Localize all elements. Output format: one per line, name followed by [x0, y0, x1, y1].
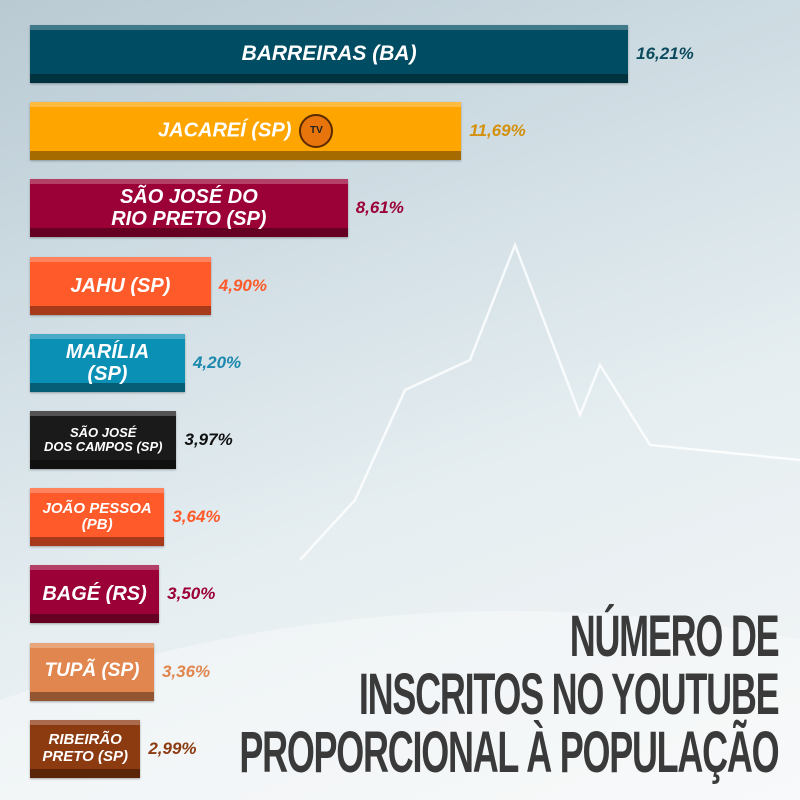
title-line: PROPORCIONAL À POPULAÇÃO [239, 720, 779, 785]
value-label: 3,36% [161, 661, 211, 681]
bar-label-line: TUPÃ (SP) [44, 660, 140, 682]
bar-label-line: MARÍLIA [65, 340, 150, 363]
title-line: INSCRITOS NO YOUTUBE [358, 662, 780, 727]
bar: JACAREÍ (SP) TV [30, 102, 462, 161]
bar: JAHU (SP) [30, 256, 211, 315]
bar-label-line: RIO PRETO (SP) [111, 208, 267, 231]
bar: BARREIRAS (BA) [30, 25, 629, 83]
bar: SÃO JOSÉ DO RIO PRETO (SP) [30, 179, 348, 238]
bar-label-line: JOÃO PESSOA [42, 499, 152, 517]
bar-label-line: RIBEIRÃO [48, 731, 122, 749]
bar: SÃO JOSÉ DOS CAMPOS (SP) [30, 411, 177, 469]
bar-label-line: (PB) [81, 516, 113, 534]
tv-camara-logo-icon: TV [299, 114, 334, 149]
bar: MARÍLIA (SP) [30, 333, 185, 392]
bar-label-line: BAGÉ (RS) [42, 583, 147, 606]
value-label: 3,50% [167, 584, 216, 604]
bar: BAGÉ (RS) [30, 565, 160, 624]
value-label: 4,90% [218, 275, 267, 295]
bar-label: SÃO JOSÉ DOS CAMPOS (SP) [44, 424, 163, 455]
bar-label: JOÃO PESSOA (PB) [42, 499, 152, 534]
bar: TUPÃ (SP) [30, 642, 154, 701]
bar-label: TUPÃ (SP) [44, 660, 140, 682]
value-label: 11,69% [469, 121, 526, 141]
value-label: 3,64% [172, 507, 221, 527]
bar-label-line: SÃO JOSÉ DO [119, 186, 258, 209]
bar-label-line: (SP) [87, 362, 128, 385]
bar-label-line: JACAREÍ (SP) TV [158, 114, 334, 149]
bar-label: RIBEIRÃO PRETO (SP) [42, 732, 128, 765]
value-label: 16,21% [636, 44, 694, 63]
bar-label: JACAREÍ (SP) TV [158, 114, 334, 149]
chart-title: NÚMERO DE INSCRITOS NO YOUTUBE PROPORCIO… [239, 604, 780, 785]
bar-label: BAGÉ (RS) [42, 583, 146, 605]
bar-label-line: PRETO (SP) [42, 747, 128, 765]
value-label: 4,20% [192, 352, 242, 372]
bar-label-line: BARREIRAS (BA) [241, 42, 417, 66]
value-label: 2,99% [148, 738, 197, 758]
value-label: 8,61% [355, 198, 404, 218]
bar-label: BARREIRAS (BA) [242, 42, 417, 65]
bar-label: JAHU (SP) [70, 275, 170, 297]
value-label: 3,97% [184, 430, 233, 449]
bar-label-line: JAHU (SP) [70, 274, 171, 297]
bar: RIBEIRÃO PRETO (SP) [30, 719, 141, 778]
bar-label: SÃO JOSÉ DO RIO PRETO (SP) [111, 186, 266, 230]
title-line: NÚMERO DE [569, 604, 779, 669]
bar-label-line: DOS CAMPOS (SP) [44, 439, 163, 454]
bar: JOÃO PESSOA (PB) [30, 488, 165, 547]
bar-label-line: SÃO JOSÉ [70, 424, 137, 440]
bar-label: MARÍLIA (SP) [66, 341, 149, 385]
